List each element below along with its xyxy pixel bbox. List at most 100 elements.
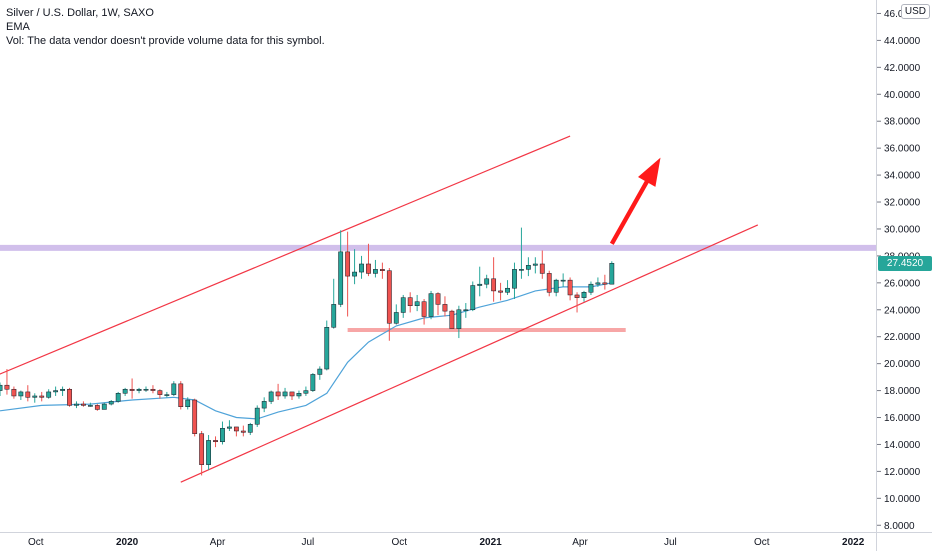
candle-body [498,290,503,293]
candle [94,404,100,411]
channel-lower-line [180,224,759,483]
time-axis[interactable]: Oct 2020 Apr Jul Oct 2021 Apr Jul Oct 2022 [0,532,876,551]
candle-body [289,391,295,397]
candle [498,282,503,301]
currency-badge[interactable]: USD [900,4,930,19]
candle-body [240,430,246,433]
candle [171,381,177,396]
candle [282,387,288,399]
candle [74,401,79,409]
candle-body [46,391,52,398]
time-tick-label: 2021 [480,537,503,548]
candle-body [581,292,587,298]
candle-body [602,282,608,285]
chart-legend: Silver / U.S. Dollar, 1W, SAXO EMA Vol: … [6,6,325,48]
candle-body [407,297,413,306]
candle [115,391,121,403]
candle-body [53,390,59,393]
candle [435,292,441,316]
candle [0,382,3,396]
candle-body [4,384,10,390]
candle [373,259,378,278]
candle-body [261,401,267,409]
candle [393,304,399,325]
candle [553,278,559,297]
candle [60,386,65,396]
time-tick-label: Jul [301,537,314,548]
candle-body [400,297,406,313]
candle-body [553,279,559,293]
symbol-title[interactable]: Silver / U.S. Dollar, 1W, SAXO [6,7,154,19]
candle-body [317,368,323,375]
candle-body [310,374,316,391]
price-tick-label: 18.0000 [884,386,921,397]
volume-note: Vol: The data vendor doesn't provide vol… [6,35,325,47]
candle-body [491,278,497,292]
candle [414,294,420,312]
candle-body [178,383,184,407]
candle-body [359,263,364,273]
channel-upper-line [0,135,571,375]
time-tick-label: Oct [391,537,407,548]
candle-body [588,283,594,293]
candle-body [560,279,566,282]
candle [53,386,59,396]
candle [25,385,31,402]
candle [317,366,323,380]
time-tick-label: 2020 [116,537,139,548]
indicator-ema-label[interactable]: EMA [6,21,30,33]
candle-body [345,251,351,277]
candle-body [512,269,517,289]
candle [11,386,17,399]
candle-body [463,309,469,312]
candle-body [268,391,274,402]
last-price-tag: 27.4520 [878,255,932,271]
candle [456,305,462,339]
candle-body [254,407,260,425]
chart-pane[interactable]: Silver / U.S. Dollar, 1W, SAXO EMA Vol: … [0,0,876,532]
candle-body [505,287,510,293]
candle [386,268,392,341]
candle-body [303,390,309,394]
candle-body [595,282,601,285]
candle-body [115,393,121,402]
price-axis[interactable]: USD 46.000044.000042.000040.000038.00003… [876,0,932,532]
ema-line [0,282,612,420]
candle-body [331,304,337,328]
candle [164,391,170,398]
candle-body [275,391,281,397]
candle [289,391,295,401]
candle [220,421,225,445]
candle-body [324,327,330,370]
candle [546,270,552,297]
candle [574,292,580,313]
candle [400,294,406,318]
time-tick-label: 2022 [842,537,865,548]
candle [46,389,52,399]
candle-body [171,383,177,395]
candle [4,369,10,395]
price-tick-label: 16.0000 [884,413,921,424]
candle [366,243,371,277]
candle [352,249,357,285]
candle [101,402,107,410]
candle-body [525,265,531,270]
candle [470,281,476,312]
candle [491,257,497,302]
candle [296,390,302,399]
candle [143,386,149,392]
candle-body [421,301,427,317]
candle [477,266,483,297]
candle-body [227,426,232,429]
candle [108,400,114,406]
candle-body [150,388,156,391]
candle-body [470,285,476,311]
price-tick-label: 42.0000 [884,63,921,74]
candle-body [442,304,448,312]
candle [525,257,531,277]
candle-body [136,388,142,391]
candle-body [386,270,392,324]
candle [32,393,38,403]
candle [157,389,163,399]
candle [247,422,253,436]
